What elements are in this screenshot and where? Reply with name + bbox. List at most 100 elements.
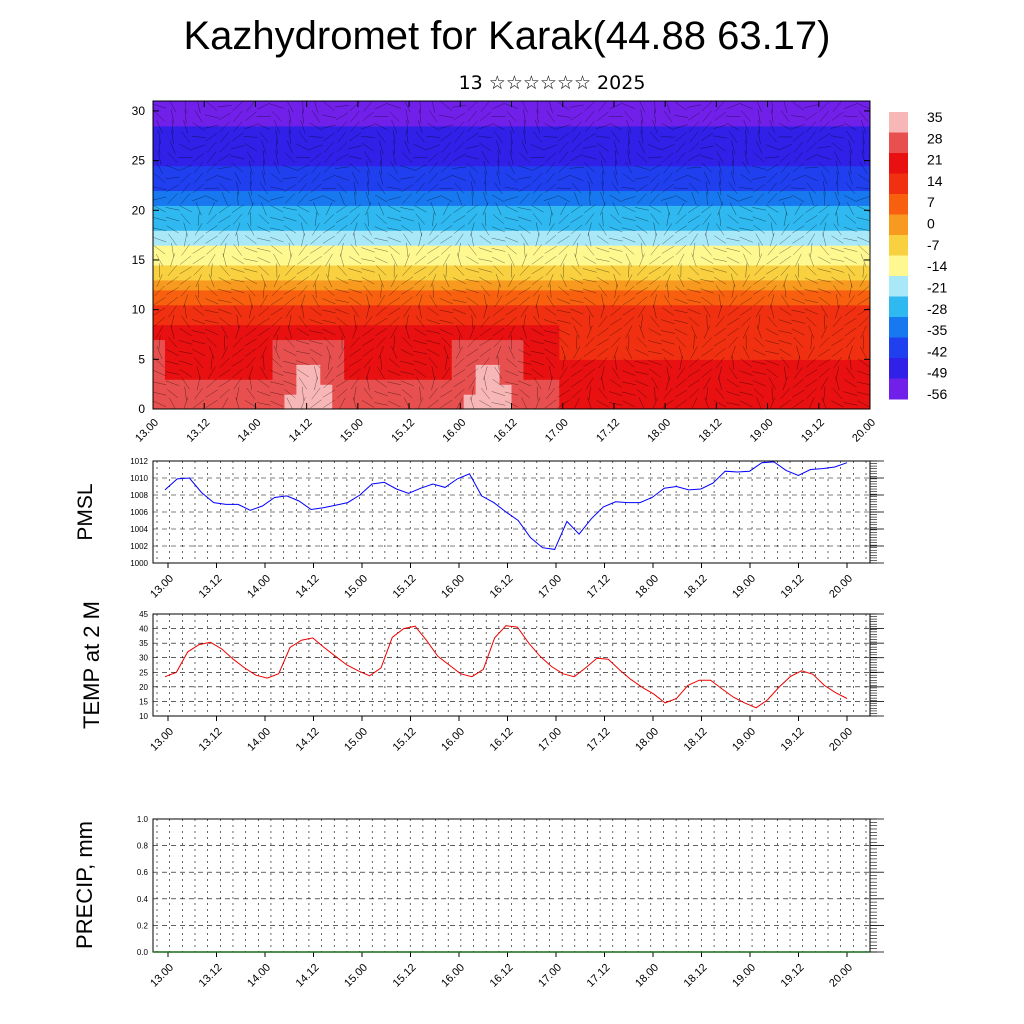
heatmap-cell — [451, 200, 465, 206]
heatmap-cell — [320, 240, 333, 246]
wind-barb — [687, 215, 701, 223]
heatmap-cell — [619, 180, 632, 187]
heatmap-cell — [248, 289, 262, 296]
heatmap-cell — [523, 175, 536, 182]
heatmap-cell — [332, 160, 345, 167]
wind-barb — [689, 131, 699, 143]
heatmap-cell — [332, 349, 345, 355]
heatmap-cell — [762, 220, 775, 226]
wind-barb — [269, 227, 284, 232]
wind-barb — [518, 349, 531, 356]
wind-barb — [445, 355, 448, 370]
heatmap-cell — [583, 110, 596, 117]
heatmap-cell — [511, 215, 525, 221]
heatmap-cell — [678, 150, 692, 157]
heatmap-cell — [786, 185, 799, 192]
heatmap-cell — [547, 155, 560, 162]
wind-barb — [193, 162, 204, 174]
heatmap-cell — [786, 165, 799, 172]
heatmap-cell — [272, 399, 286, 405]
wind-barb — [661, 307, 674, 316]
wind-barb — [179, 143, 192, 151]
wind-barb — [452, 277, 466, 284]
heatmap-cell — [511, 255, 525, 261]
heatmap-cell — [260, 175, 274, 182]
heatmap-cell — [619, 309, 632, 316]
wind-barb — [218, 277, 232, 285]
heatmap-cell — [332, 225, 345, 231]
heatmap-cell — [439, 255, 453, 261]
heatmap-cell — [200, 150, 214, 157]
wind-barb — [483, 294, 488, 309]
heatmap-cell — [320, 195, 333, 201]
heatmap-cell — [738, 259, 752, 266]
heatmap-cell — [642, 294, 656, 301]
heatmap-cell — [296, 384, 309, 390]
wind-barb — [270, 307, 283, 316]
heatmap-cell — [392, 354, 405, 360]
heatmap-cell — [439, 279, 453, 286]
heatmap-cell — [296, 155, 309, 162]
heatmap-cell — [248, 344, 262, 350]
heatmap-cell — [738, 404, 752, 409]
wind-barb — [492, 379, 505, 388]
heatmap-cell — [403, 210, 417, 216]
heatmap-cell — [702, 309, 716, 316]
heatmap-cell — [499, 165, 513, 172]
heatmap-cell — [248, 150, 262, 157]
heatmap-cell — [714, 120, 728, 127]
wind-barb — [622, 307, 635, 316]
heatmap-cell — [511, 364, 525, 370]
wind-barb — [205, 174, 219, 182]
heatmap-cell — [511, 205, 525, 211]
heatmap-cell — [296, 140, 309, 147]
heatmap-cell — [403, 284, 417, 291]
heatmap-cell — [463, 130, 477, 137]
heatmap-cell — [798, 274, 811, 281]
wind-barb — [204, 114, 219, 119]
heatmap-cell — [523, 404, 536, 409]
wind-barb — [153, 400, 167, 407]
wind-barb — [665, 202, 671, 216]
heatmap-cell — [535, 379, 548, 385]
wind-barb — [205, 235, 218, 244]
heatmap-cell — [368, 105, 381, 112]
wind-barb — [640, 314, 644, 329]
heatmap-cell — [368, 384, 381, 390]
wind-barb — [549, 366, 553, 380]
heatmap-cell — [834, 190, 847, 196]
heatmap-cell — [690, 115, 704, 122]
wind-barb — [263, 355, 265, 370]
heatmap-cell — [499, 145, 513, 152]
heatmap-cell — [726, 269, 740, 276]
wind-barb — [454, 142, 465, 153]
heatmap-cell — [308, 374, 321, 380]
heatmap-cell — [308, 195, 321, 201]
heatmap-cell — [499, 339, 513, 346]
heatmap-cell — [308, 115, 321, 122]
heatmap-cell — [284, 185, 297, 192]
wind-barb — [530, 156, 545, 159]
wind-barb — [491, 237, 506, 242]
heatmap-cell — [200, 180, 214, 187]
heatmap-cell — [403, 339, 417, 346]
wind-barb — [573, 346, 581, 359]
wind-barb — [574, 253, 580, 267]
heatmap-cell — [188, 309, 202, 316]
heatmap-cell — [427, 344, 441, 350]
heatmap-cell — [750, 101, 764, 107]
heatmap-cell — [619, 269, 632, 276]
heatmap-cell — [200, 200, 214, 206]
heatmap-cell — [224, 240, 238, 246]
heatmap-cell — [403, 145, 417, 152]
heatmap-cell — [368, 210, 381, 216]
heatmap-cell — [475, 155, 489, 162]
heatmap-cell — [678, 394, 692, 400]
heatmap-cell — [200, 274, 214, 281]
heatmap-cell — [403, 264, 417, 271]
heatmap-cell — [499, 220, 513, 226]
wind-barb — [168, 233, 177, 246]
heatmap-cell — [678, 319, 692, 326]
heatmap-cell — [368, 130, 381, 137]
heatmap-cell — [774, 101, 787, 107]
